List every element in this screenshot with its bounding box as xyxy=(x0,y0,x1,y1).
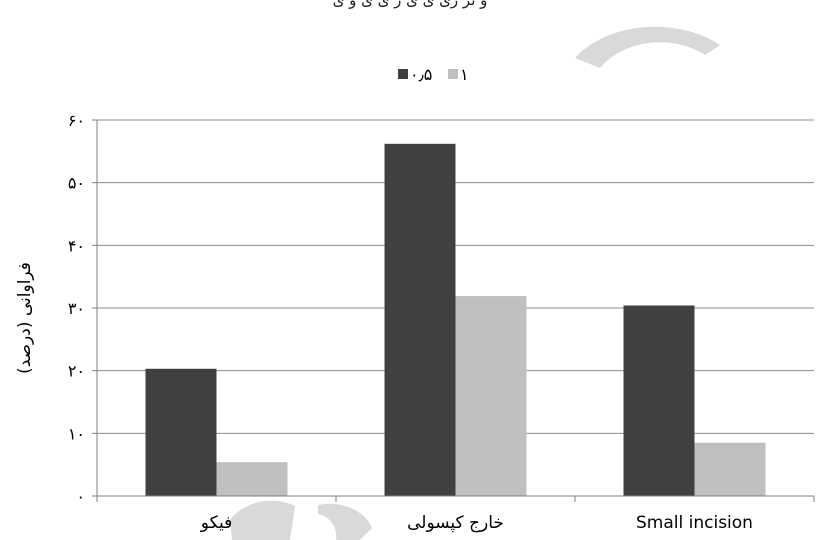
bar-series-2-cat-1 xyxy=(216,462,288,496)
bar-series-1-cat-2 xyxy=(384,143,456,496)
bar-series-1-cat-1 xyxy=(145,368,217,496)
x-category-label: خارج کپسولی xyxy=(407,513,504,533)
x-category-labels: فیکو خارج کپسولی Small incision xyxy=(200,513,753,533)
y-tick-labels: ۰ ۱۰ ۲۰ ۳۰ ۴۰ ۵۰ ۶۰ xyxy=(68,111,85,506)
top-caption-text: و تر ری ی ی ر ی ی و ی xyxy=(332,0,488,9)
axes xyxy=(92,119,815,502)
watermark-arc-top xyxy=(575,26,720,68)
y-tick-label: ۴۰ xyxy=(68,236,85,255)
y-tick-label: ۶۰ xyxy=(68,111,85,130)
legend-swatch-1 xyxy=(398,69,408,79)
legend-label-1: ۰٫۵ xyxy=(410,65,432,84)
bar-series-2-cat-3 xyxy=(694,442,766,496)
y-tick-label: ۳۰ xyxy=(68,299,85,318)
watermark-shape-right xyxy=(318,503,372,540)
legend-label-2: ۱ xyxy=(460,65,469,84)
bars-layer xyxy=(145,143,766,496)
legend-swatch-2 xyxy=(448,69,458,79)
y-tick-label: ۲۰ xyxy=(68,362,85,381)
y-axis-title: فراوانی (درصد) xyxy=(15,262,35,374)
watermark xyxy=(230,26,720,540)
y-tick-label: ۵۰ xyxy=(68,174,85,193)
legend: ۰٫۵ ۱ xyxy=(398,65,469,84)
watermark-shape-left xyxy=(230,500,295,540)
y-tick-label: ۱۰ xyxy=(68,424,85,443)
y-tick-label: ۰ xyxy=(76,487,85,506)
bar-series-2-cat-2 xyxy=(455,296,527,496)
x-category-label: Small incision xyxy=(636,513,753,533)
x-category-label: فیکو xyxy=(200,513,232,533)
bar-series-1-cat-3 xyxy=(623,305,695,496)
